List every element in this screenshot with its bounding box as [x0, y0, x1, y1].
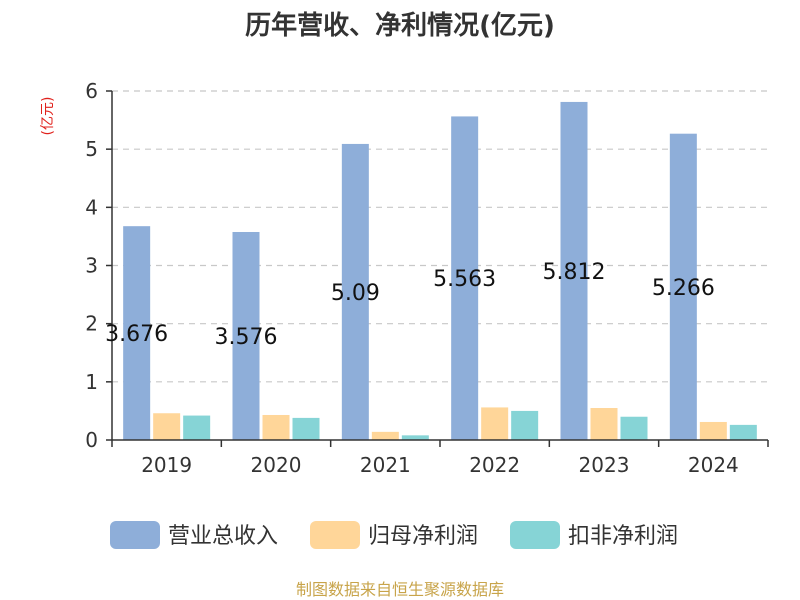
- source-note: 制图数据来自恒生聚源数据库: [296, 580, 504, 599]
- data-label: 5.563: [433, 267, 496, 292]
- x-axis: [111, 91, 769, 447]
- y-tick-label: 6: [85, 79, 98, 103]
- bar-扣非净利润-2021[interactable]: [401, 435, 429, 440]
- bar-扣非净利润-2023[interactable]: [620, 416, 648, 440]
- bar-营业总收入-2023[interactable]: [560, 101, 588, 440]
- y-tick-label: 5: [85, 137, 98, 161]
- bar-营业总收入-2024[interactable]: [669, 133, 697, 440]
- y-tick-label: 0: [85, 428, 98, 452]
- legend-swatch[interactable]: [510, 521, 560, 549]
- bar-扣非净利润-2019[interactable]: [183, 415, 211, 440]
- x-tick-label: 2019: [141, 453, 192, 477]
- y-tick-label: 4: [85, 195, 98, 219]
- y-tick-label: 3: [85, 254, 98, 278]
- data-label: 3.576: [215, 325, 278, 350]
- bars: [123, 101, 757, 441]
- bar-归母净利润-2020[interactable]: [262, 414, 290, 440]
- legend-label[interactable]: 营业总收入: [168, 524, 278, 549]
- bar-归母净利润-2023[interactable]: [590, 408, 618, 440]
- x-tick-label: 2022: [469, 453, 520, 477]
- legend-swatch[interactable]: [310, 521, 360, 549]
- legend-swatch[interactable]: [110, 521, 160, 549]
- bar-营业总收入-2022[interactable]: [451, 116, 479, 441]
- data-label: 3.676: [105, 322, 168, 347]
- x-axis-ticks: 2019 2020 2021 2022 2023 2024: [141, 453, 739, 477]
- bar-归母净利润-2021[interactable]: [371, 431, 399, 440]
- bar-归母净利润-2024[interactable]: [699, 421, 727, 440]
- y-axis-ticks: 0 1 2 3 4 5 6: [85, 79, 112, 452]
- grid-lines: [112, 90, 768, 383]
- data-label: 5.812: [543, 260, 606, 285]
- bar-营业总收入-2020[interactable]: [232, 231, 260, 440]
- bar-营业总收入-2019[interactable]: [123, 226, 151, 440]
- x-tick-label: 2021: [360, 453, 411, 477]
- y-tick-label: 2: [85, 312, 98, 336]
- x-tick-label: 2024: [688, 453, 739, 477]
- legend-label[interactable]: 归母净利润: [368, 524, 478, 549]
- bar-归母净利润-2022[interactable]: [481, 407, 509, 440]
- data-label: 5.266: [652, 276, 715, 301]
- legend-label[interactable]: 扣非净利润: [568, 524, 678, 549]
- x-tick-label: 2020: [251, 453, 302, 477]
- bar-归母净利润-2019[interactable]: [153, 413, 181, 440]
- legend[interactable]: 营业总收入 归母净利润 扣非净利润: [110, 521, 678, 549]
- bar-扣非净利润-2024[interactable]: [729, 424, 757, 440]
- y-axis-unit: (亿元): [40, 97, 56, 136]
- data-label: 5.09: [331, 281, 380, 306]
- bar-扣非净利润-2020[interactable]: [292, 417, 320, 440]
- data-labels: 3.676 3.576 5.09 5.563 5.812 5.266: [105, 260, 715, 350]
- chart-title: 历年营收、净利情况(亿元): [245, 10, 555, 41]
- y-tick-label: 1: [85, 370, 98, 394]
- bar-营业总收入-2021[interactable]: [341, 143, 369, 440]
- x-tick-label: 2023: [579, 453, 630, 477]
- bar-扣非净利润-2022[interactable]: [511, 410, 539, 440]
